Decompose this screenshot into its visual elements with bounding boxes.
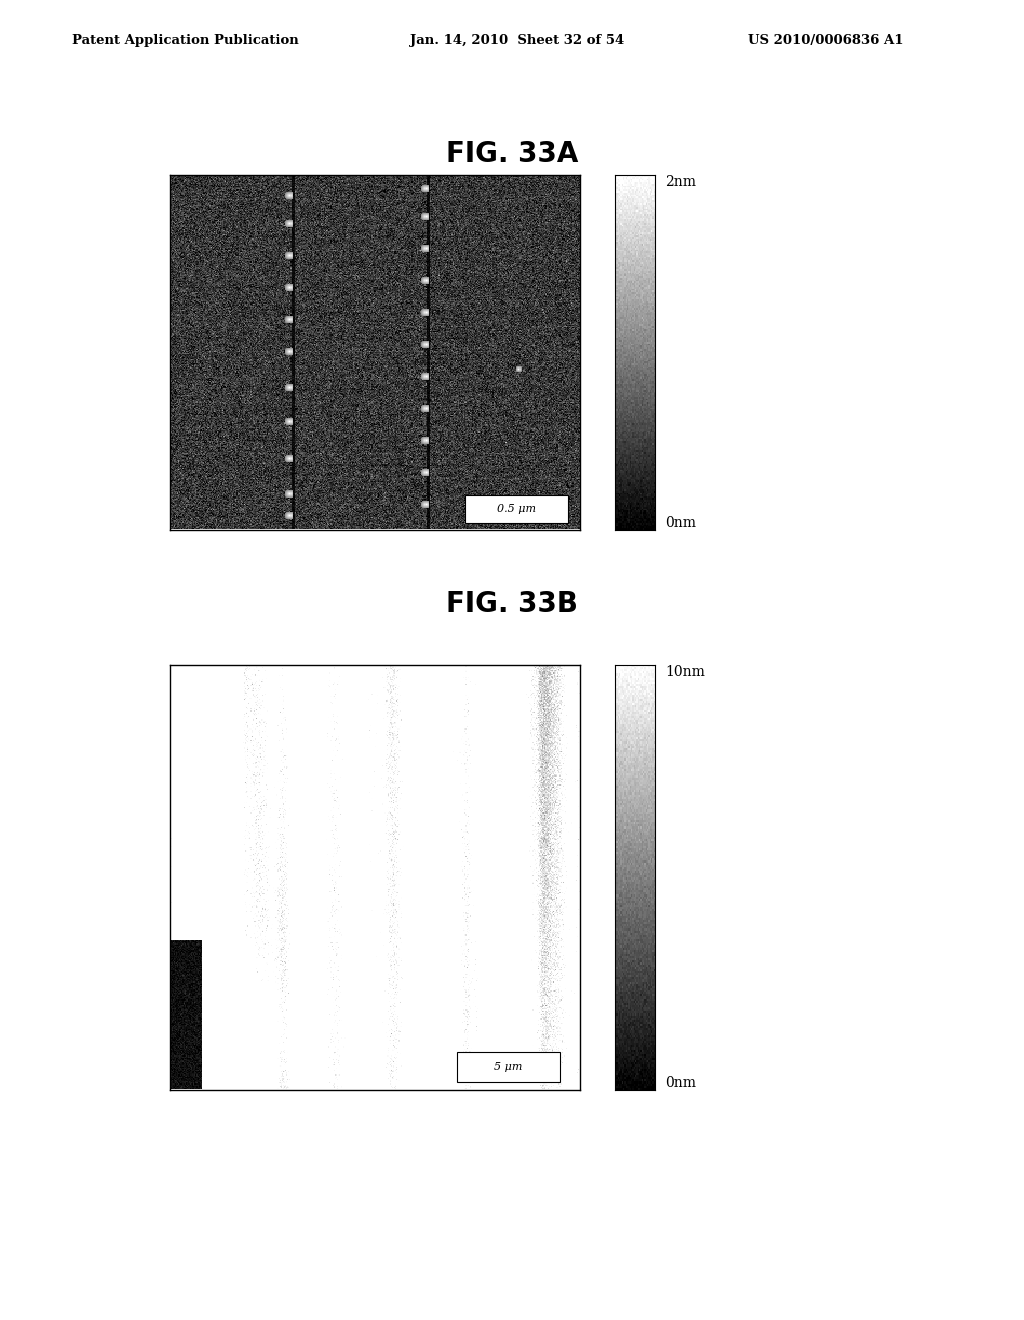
Text: 0.5 μm: 0.5 μm bbox=[497, 504, 536, 513]
Text: 2nm: 2nm bbox=[666, 176, 696, 189]
Text: FIG. 33B: FIG. 33B bbox=[446, 590, 578, 618]
Text: 5 μm: 5 μm bbox=[494, 1061, 522, 1072]
Bar bbox=[465, 495, 567, 523]
Text: 0nm: 0nm bbox=[666, 516, 696, 531]
Text: Patent Application Publication: Patent Application Publication bbox=[72, 34, 298, 48]
Text: 0nm: 0nm bbox=[666, 1076, 696, 1090]
Text: FIG. 33A: FIG. 33A bbox=[445, 140, 579, 168]
Text: 10nm: 10nm bbox=[666, 665, 706, 678]
Text: Jan. 14, 2010  Sheet 32 of 54: Jan. 14, 2010 Sheet 32 of 54 bbox=[410, 34, 624, 48]
Text: US 2010/0006836 A1: US 2010/0006836 A1 bbox=[748, 34, 903, 48]
Bar bbox=[457, 1052, 559, 1081]
